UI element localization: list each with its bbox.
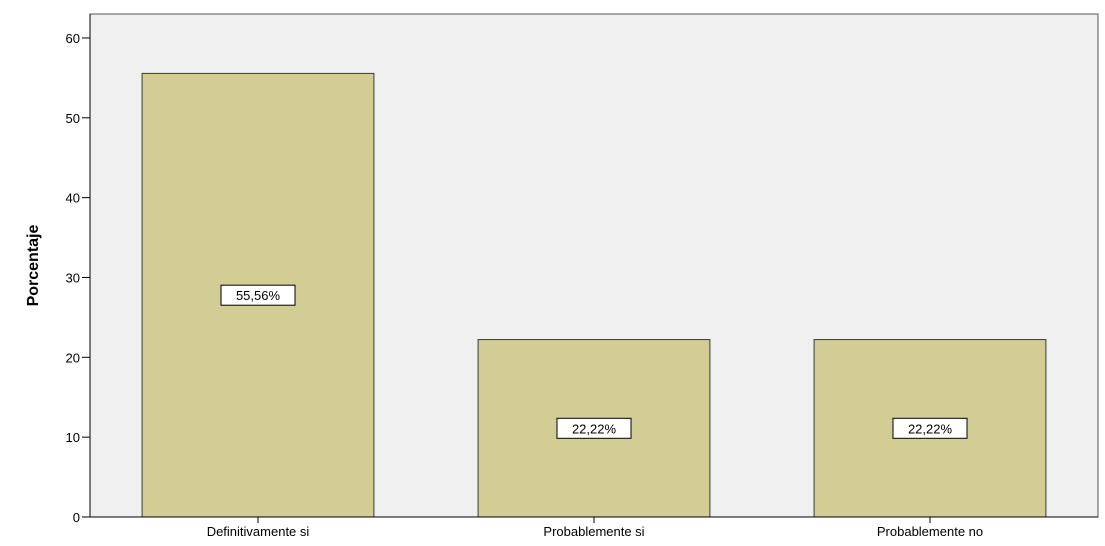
y-tick-label: 30: [66, 270, 80, 285]
x-category-label: Probablemente si: [543, 524, 644, 539]
x-category-label: Definitivamente si: [207, 524, 310, 539]
x-category-label: Probablemente no: [877, 524, 983, 539]
y-tick-label: 20: [66, 350, 80, 365]
y-tick-label: 40: [66, 191, 80, 206]
y-tick-label: 10: [66, 430, 80, 445]
y-tick-label: 50: [66, 111, 80, 126]
y-tick-label: 0: [73, 510, 80, 525]
y-tick-label: 60: [66, 31, 80, 46]
data-label: 22,22%: [908, 421, 953, 436]
y-axis-title: Porcentaje: [25, 224, 42, 306]
data-label-box: [892, 417, 968, 439]
data-label-box: [220, 284, 296, 306]
y-axis: 0 10 20 30 40 50 60: [66, 14, 91, 525]
x-axis: Definitivamente si Probablemente si Probab…: [90, 516, 1098, 539]
bars: 55,56% 22,22% 22,22%: [141, 72, 1047, 518]
data-label: 55,56%: [236, 288, 281, 303]
data-label-box: [556, 417, 632, 439]
data-label: 22,22%: [572, 421, 617, 436]
